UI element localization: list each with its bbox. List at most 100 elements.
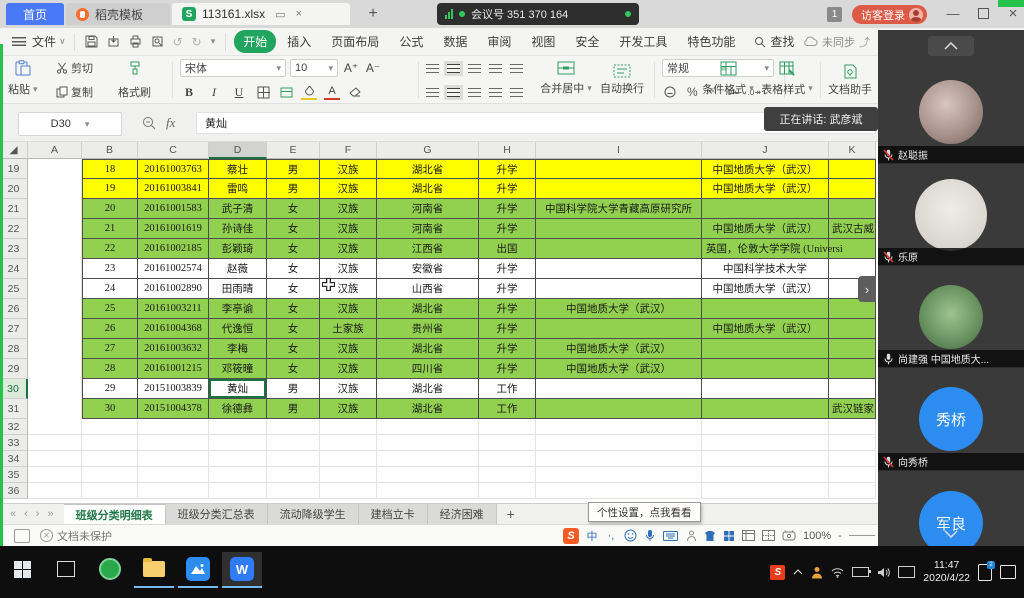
cell-F34[interactable]	[320, 451, 377, 467]
cell-D22[interactable]: 孙诗佳	[209, 219, 267, 239]
cell-H33[interactable]	[479, 435, 536, 451]
cell-H19[interactable]: 升学	[479, 159, 536, 179]
cell-F33[interactable]	[320, 435, 377, 451]
cell-I20[interactable]	[536, 179, 702, 199]
cell-B33[interactable]	[82, 435, 138, 451]
cell-A20[interactable]	[28, 179, 82, 199]
zoom-slider[interactable]	[848, 535, 875, 536]
cell-G34[interactable]	[377, 451, 479, 467]
tray-user-icon[interactable]	[811, 566, 823, 579]
sheet-nav-first-icon[interactable]: «	[10, 508, 17, 520]
col-header-E[interactable]: E	[267, 142, 320, 159]
row-header-35[interactable]: 35	[0, 467, 28, 483]
cell-style-icon[interactable]	[278, 85, 294, 99]
format-painter-label[interactable]: 格式刷	[118, 87, 151, 99]
row-header-20[interactable]: 20	[0, 179, 28, 199]
zoom-out-button[interactable]: -	[838, 529, 842, 542]
row-header-25[interactable]: 25	[0, 279, 28, 299]
minimize-button[interactable]: —	[946, 5, 960, 21]
cell-I26[interactable]: 中国地质大学（武汉）	[536, 299, 702, 319]
sheet-nav-prev-icon[interactable]: ‹	[24, 508, 28, 520]
menu-tab-特色功能[interactable]: 特色功能	[687, 35, 736, 49]
sheet-nav-next-icon[interactable]: ›	[35, 508, 40, 520]
start-button[interactable]	[2, 552, 42, 586]
cell-H24[interactable]: 升学	[479, 259, 536, 279]
sogou-ime-icon[interactable]: S	[563, 527, 579, 544]
cell-I23[interactable]	[536, 239, 702, 259]
cell-D23[interactable]: 彭颖琦	[209, 239, 267, 259]
settings-tooltip[interactable]: 个性设置，点我看看	[588, 502, 701, 522]
cell-A26[interactable]	[28, 299, 82, 319]
cell-K22[interactable]: 武汉古威	[829, 219, 876, 239]
col-header-D[interactable]: D	[209, 142, 267, 159]
cell-I34[interactable]	[536, 451, 702, 467]
cell-A30[interactable]	[28, 379, 82, 399]
browser-app-button[interactable]	[90, 552, 130, 586]
cell-J28[interactable]	[702, 339, 829, 359]
cell-G20[interactable]: 湖北省	[377, 179, 479, 199]
cell-C22[interactable]: 20161001619	[138, 219, 209, 239]
cell-F29[interactable]: 汉族	[320, 359, 377, 379]
zoom-level[interactable]: 100%	[803, 529, 832, 542]
cell-K20[interactable]	[829, 179, 876, 199]
col-header-K[interactable]: K	[829, 142, 876, 159]
cell-C29[interactable]: 20161001215	[138, 359, 209, 379]
cell-H28[interactable]: 升学	[479, 339, 536, 359]
cell-K23[interactable]	[829, 239, 876, 259]
percent-icon[interactable]: %	[687, 85, 698, 99]
normal-view-icon[interactable]	[742, 530, 755, 541]
cell-C26[interactable]: 20161003211	[138, 299, 209, 319]
cell-G36[interactable]	[377, 483, 479, 499]
cell-H30[interactable]: 工作	[479, 379, 536, 399]
decrease-indent-icon[interactable]	[489, 63, 502, 73]
menu-tab-安全[interactable]: 安全	[575, 35, 600, 49]
restore-button[interactable]	[968, 0, 998, 26]
cell-B31[interactable]: 30	[82, 399, 138, 419]
cell-I35[interactable]	[536, 467, 702, 483]
fill-color-icon[interactable]	[301, 84, 317, 100]
conditional-format-button[interactable]: 条件格式 ▾	[700, 56, 756, 104]
row-header-33[interactable]: 33	[0, 435, 28, 451]
wrap-text-button[interactable]: 自动换行	[596, 56, 648, 104]
cell-E24[interactable]: 女	[267, 259, 320, 279]
punctuation-icon[interactable]: ·,	[607, 529, 615, 542]
row-header-22[interactable]: 22	[0, 219, 28, 239]
cell-B22[interactable]: 21	[82, 219, 138, 239]
cell-C34[interactable]	[138, 451, 209, 467]
font-color-icon[interactable]: A	[324, 84, 340, 100]
cell-A36[interactable]	[28, 483, 82, 499]
cell-B26[interactable]: 25	[82, 299, 138, 319]
cell-B29[interactable]: 28	[82, 359, 138, 379]
sheet-tab-建档立卡[interactable]: 建档立卡	[358, 504, 428, 524]
task-view-button[interactable]	[46, 552, 86, 586]
cell-F28[interactable]: 汉族	[320, 339, 377, 359]
col-header-I[interactable]: I	[536, 142, 702, 159]
cell-D34[interactable]	[209, 451, 267, 467]
cell-C36[interactable]	[138, 483, 209, 499]
align-middle-icon[interactable]	[444, 60, 463, 76]
cell-D32[interactable]	[209, 419, 267, 435]
cell-I32[interactable]	[536, 419, 702, 435]
cell-E36[interactable]	[267, 483, 320, 499]
cell-K36[interactable]	[829, 483, 876, 499]
menu-tab-数据[interactable]: 数据	[443, 35, 468, 49]
cell-G30[interactable]: 湖北省	[377, 379, 479, 399]
sheet-tab-流动降级学生[interactable]: 流动降级学生	[267, 504, 359, 524]
font-size-select[interactable]: 10 ▾	[290, 59, 338, 77]
cell-J23[interactable]: 英国，伦敦大学学院 (Universi	[702, 239, 843, 259]
panel-expand-handle[interactable]: ›	[858, 276, 876, 302]
cell-H25[interactable]: 升学	[479, 279, 536, 299]
justify-icon[interactable]	[489, 87, 502, 97]
table-style-button[interactable]: 表格样式 ▾	[760, 56, 814, 104]
action-center-icon[interactable]	[1000, 565, 1016, 579]
cell-C19[interactable]: 20161003763	[138, 159, 209, 179]
cell-E31[interactable]: 男	[267, 399, 320, 419]
cell-K28[interactable]	[829, 339, 876, 359]
cell-A21[interactable]	[28, 199, 82, 219]
cell-J25[interactable]: 中国地质大学（武汉）	[702, 279, 829, 299]
cell-D19[interactable]: 蔡壮	[209, 159, 267, 179]
fx-icon[interactable]: fx	[166, 115, 176, 130]
align-right-icon[interactable]	[468, 87, 481, 97]
cell-K19[interactable]	[829, 159, 876, 179]
wps-app-button[interactable]: W	[222, 552, 262, 588]
